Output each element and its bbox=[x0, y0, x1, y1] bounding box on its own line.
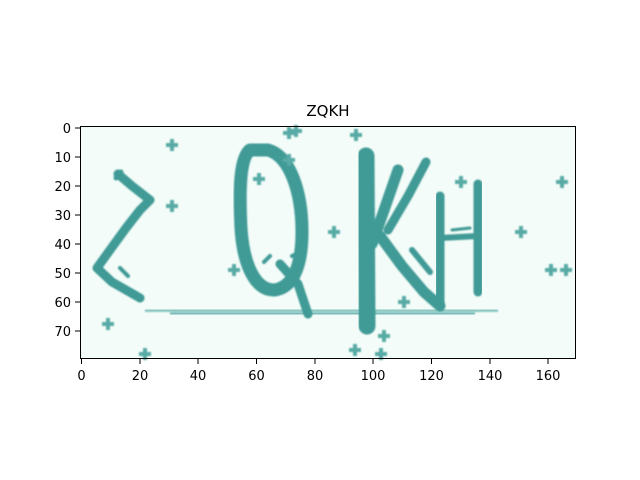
noise-dot bbox=[350, 129, 362, 141]
x-tick-label: 0 bbox=[77, 369, 85, 384]
plot-title: ZQKH bbox=[306, 102, 349, 120]
y-tick-label: 60 bbox=[54, 296, 71, 311]
axes-frame bbox=[80, 126, 576, 359]
x-tick-label: 140 bbox=[478, 369, 503, 384]
x-axis bbox=[81, 359, 549, 364]
noise-dot bbox=[545, 264, 557, 276]
y-axis bbox=[75, 127, 80, 332]
noise-dot bbox=[349, 344, 361, 356]
x-tick-label: 160 bbox=[536, 369, 561, 384]
captcha-letter-z bbox=[92, 169, 155, 303]
noise-dot bbox=[166, 200, 178, 212]
noise-dot bbox=[290, 125, 302, 137]
noise-dot bbox=[560, 264, 572, 276]
noise-dot bbox=[398, 296, 410, 308]
noise-dot bbox=[139, 348, 151, 360]
x-tick-label: 20 bbox=[132, 369, 149, 384]
y-tick-label: 30 bbox=[54, 209, 71, 224]
image-background bbox=[80, 126, 576, 359]
x-tick-label: 80 bbox=[307, 369, 324, 384]
captcha-image bbox=[80, 125, 576, 360]
x-tick-label: 120 bbox=[419, 369, 444, 384]
noise-dot bbox=[228, 264, 240, 276]
noise-dot bbox=[166, 139, 178, 151]
x-tick-label: 100 bbox=[361, 369, 386, 384]
strike-line bbox=[145, 308, 498, 316]
noise-dot bbox=[378, 330, 390, 342]
y-tick-label: 40 bbox=[54, 238, 71, 253]
noise-dot bbox=[102, 318, 114, 330]
y-tick-label: 20 bbox=[54, 180, 71, 195]
noise-dot bbox=[375, 348, 387, 360]
noise-dot bbox=[253, 173, 265, 185]
noise-dot bbox=[283, 127, 295, 139]
y-tick-label: 50 bbox=[54, 267, 71, 282]
noise-dots bbox=[102, 125, 572, 360]
noise-dot bbox=[328, 226, 340, 238]
noise-dot bbox=[556, 176, 568, 188]
x-tick-labels: 0 20 40 60 80 100 120 140 160 bbox=[77, 369, 560, 384]
y-tick-label: 0 bbox=[63, 122, 71, 137]
x-tick-label: 60 bbox=[248, 369, 265, 384]
y-tick-label: 70 bbox=[54, 325, 71, 340]
y-tick-labels: 0 10 20 30 40 50 60 70 bbox=[54, 122, 71, 340]
noise-dot bbox=[515, 226, 527, 238]
captcha-letter-k bbox=[357, 147, 446, 335]
captcha-letter-h bbox=[435, 179, 483, 307]
noise-dot bbox=[455, 176, 467, 188]
noise-dot bbox=[283, 154, 295, 166]
y-tick-label: 10 bbox=[54, 151, 71, 166]
x-tick-label: 40 bbox=[190, 369, 207, 384]
captcha-letter-q bbox=[233, 143, 313, 319]
